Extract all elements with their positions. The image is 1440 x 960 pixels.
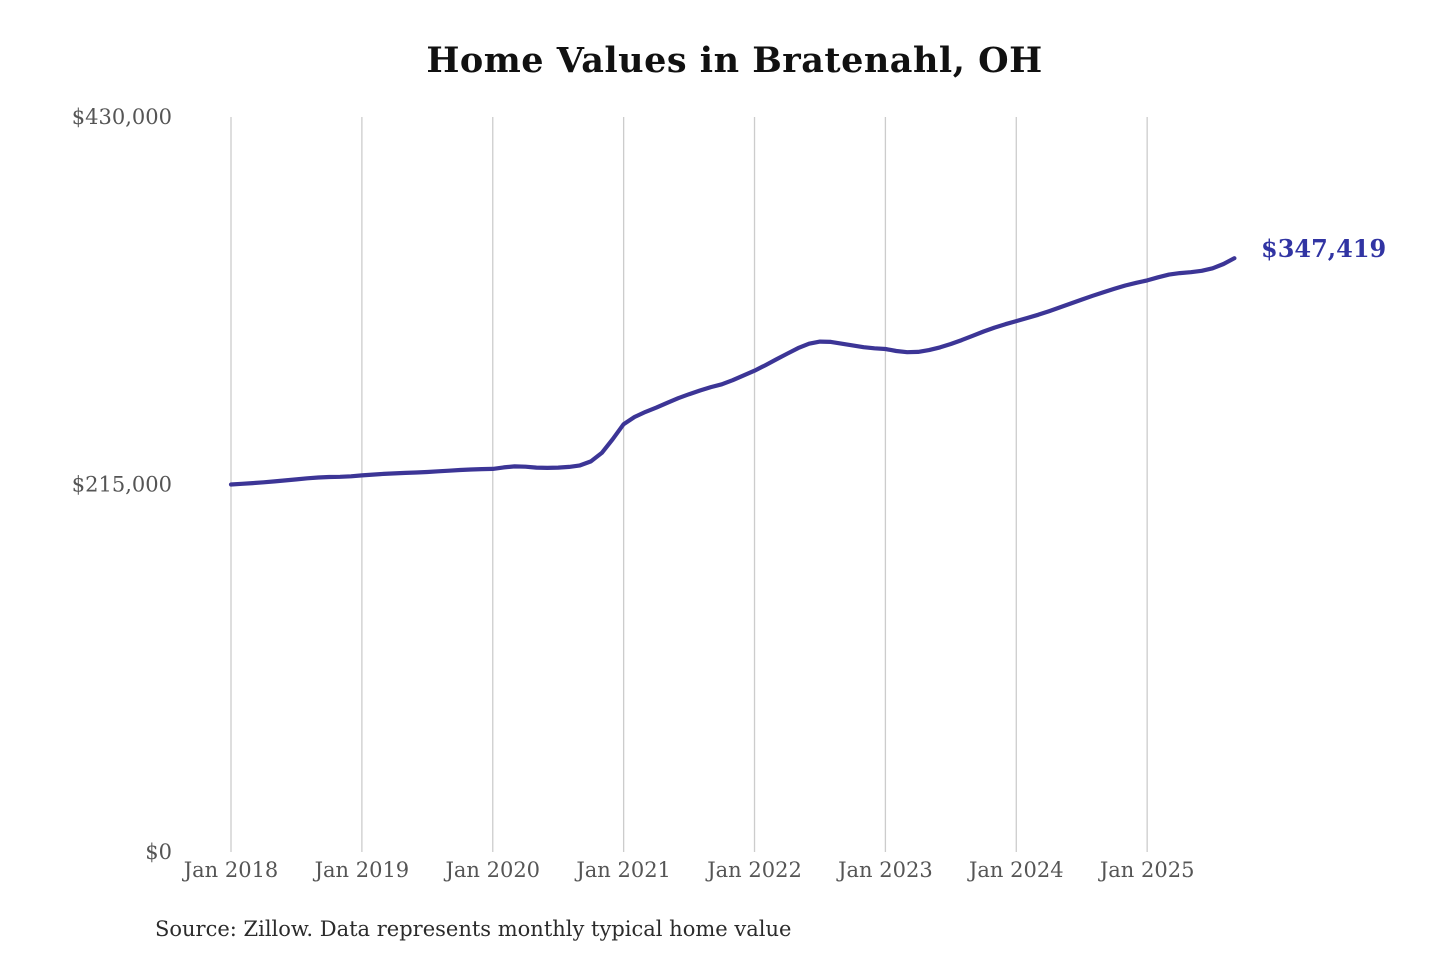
x-tick-label-jan-2023: Jan 2023 [836, 858, 933, 882]
x-tick-label-jan-2022: Jan 2022 [705, 858, 802, 882]
home-value-line [228, 256, 1237, 487]
y-tick-label-0: $0 [145, 840, 172, 864]
y-tick-label-215000: $215,000 [72, 473, 172, 497]
x-tick-label-jan-2019: Jan 2019 [313, 858, 410, 882]
x-tick-label-jan-2018: Jan 2018 [182, 858, 279, 882]
x-tick-label-jan-2025: Jan 2025 [1098, 858, 1195, 882]
latest-value-label: $347,419 [1261, 234, 1387, 263]
x-tick-label-jan-2021: Jan 2021 [574, 858, 671, 882]
source-note: Source: Zillow. Data represents monthly … [155, 917, 792, 941]
x-tick-label-jan-2020: Jan 2020 [443, 858, 540, 882]
x-tick-label-jan-2024: Jan 2024 [967, 858, 1064, 882]
chart-title: Home Values in Bratenahl, OH [426, 40, 1043, 81]
y-tick-label-430000: $430,000 [72, 105, 172, 129]
